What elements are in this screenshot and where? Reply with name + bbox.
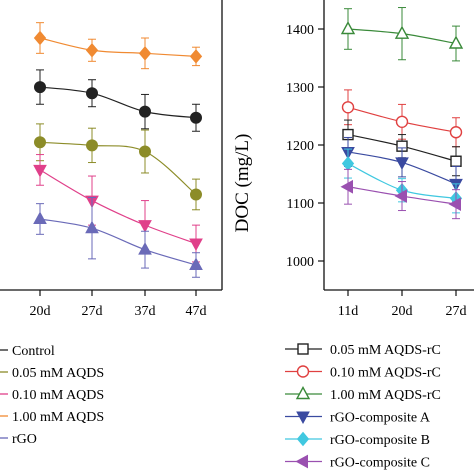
right-legend-marker — [295, 454, 308, 469]
left-chart: 20d 27d 37d 47d — [0, 0, 223, 319]
left-series-line — [39, 141, 197, 195]
left-data-point — [34, 136, 46, 149]
left-legend-label: 0.10 mM AQDS — [12, 388, 104, 403]
right-legend-label: rGO-composite A — [330, 411, 431, 426]
left-data-point — [189, 49, 203, 64]
left-data-point — [139, 145, 151, 158]
right-legend-marker — [296, 411, 310, 425]
right-data-point — [340, 179, 353, 194]
right-y-axis-label: DOC (mg/L) — [232, 134, 253, 233]
left-x-tick-label: 27d — [82, 304, 103, 319]
left-x-tick-label: 47d — [186, 304, 207, 319]
left-x-tick-label: 37d — [135, 304, 156, 319]
left-data-point — [190, 188, 202, 201]
right-series-1 — [341, 89, 463, 148]
right-legend: 0.05 mM AQDS-rC 0.10 mM AQDS-rC 1.00 mM AQ… — [285, 343, 441, 471]
left-series-1 — [34, 69, 202, 132]
left-legend: Control 0.05 mM AQDS 0.10 mM AQDS 1.00 mM A… — [0, 344, 104, 447]
left-series-2 — [34, 123, 202, 211]
right-legend-marker — [296, 431, 310, 447]
left-data-point — [33, 164, 47, 178]
left-data-point — [138, 242, 152, 255]
left-data-point — [86, 87, 98, 100]
left-series-line — [39, 86, 197, 119]
right-y-tick-label: 1400 — [286, 23, 314, 38]
left-data-point — [189, 238, 203, 252]
right-data-point — [341, 101, 355, 114]
right-data-point — [340, 21, 356, 35]
right-series-0 — [340, 7, 464, 62]
left-data-point — [85, 42, 99, 58]
left-legend-label: 1.00 mM AQDS — [12, 410, 104, 425]
right-chart: 1000 1100 1200 1300 1400 11d 20d 27d DOC (mg/L… — [232, 0, 474, 319]
right-series-5 — [340, 168, 461, 220]
right-data-point — [394, 25, 410, 39]
right-legend-label: 0.10 mM AQDS-rC — [330, 366, 441, 381]
left-legend-label: 0.05 mM AQDS — [12, 366, 104, 381]
right-legend-marker — [297, 343, 309, 355]
right-legend-label: 1.00 mM AQDS-rC — [330, 388, 441, 403]
left-data-point — [33, 30, 47, 46]
left-series-3 — [33, 154, 203, 263]
left-series-line — [39, 218, 197, 266]
right-y-tick-label: 1100 — [287, 197, 314, 212]
right-y-tick-label: 1000 — [286, 255, 314, 270]
left-series-4 — [33, 197, 203, 278]
left-data-point — [34, 81, 46, 94]
right-data-point — [450, 155, 462, 167]
right-legend-label: rGO-composite C — [330, 456, 430, 471]
right-data-point — [449, 126, 463, 139]
left-data-point — [33, 211, 47, 224]
right-data-point — [395, 157, 409, 170]
right-legend-marker — [296, 365, 310, 378]
left-data-point — [86, 139, 98, 152]
right-x-tick-label: 27d — [446, 304, 467, 319]
left-data-point — [190, 111, 202, 124]
left-series-line — [39, 169, 197, 245]
right-data-point — [448, 35, 464, 49]
right-data-point — [395, 115, 409, 129]
left-x-tick-label: 20d — [30, 304, 51, 319]
left-legend-label: Control — [12, 344, 55, 359]
right-legend-label: 0.05 mM AQDS-rC — [330, 343, 441, 358]
right-data-point — [448, 197, 461, 212]
left-series-0 — [33, 22, 203, 70]
right-legend-marker — [295, 386, 311, 400]
right-x-tick-label: 11d — [338, 304, 358, 319]
left-data-point — [85, 220, 99, 234]
right-legend-label: rGO-composite B — [330, 433, 430, 448]
left-data-point — [189, 257, 203, 270]
left-data-point — [139, 105, 151, 118]
left-series-line — [39, 37, 197, 58]
right-data-point — [341, 156, 355, 171]
right-x-tick-label: 20d — [392, 304, 413, 319]
right-y-tick-label: 1200 — [286, 139, 314, 154]
right-data-point — [394, 189, 407, 203]
left-data-point — [138, 46, 152, 61]
left-legend-label: rGO — [12, 432, 37, 447]
right-y-tick-label: 1300 — [286, 81, 314, 96]
left-data-point — [138, 220, 152, 233]
